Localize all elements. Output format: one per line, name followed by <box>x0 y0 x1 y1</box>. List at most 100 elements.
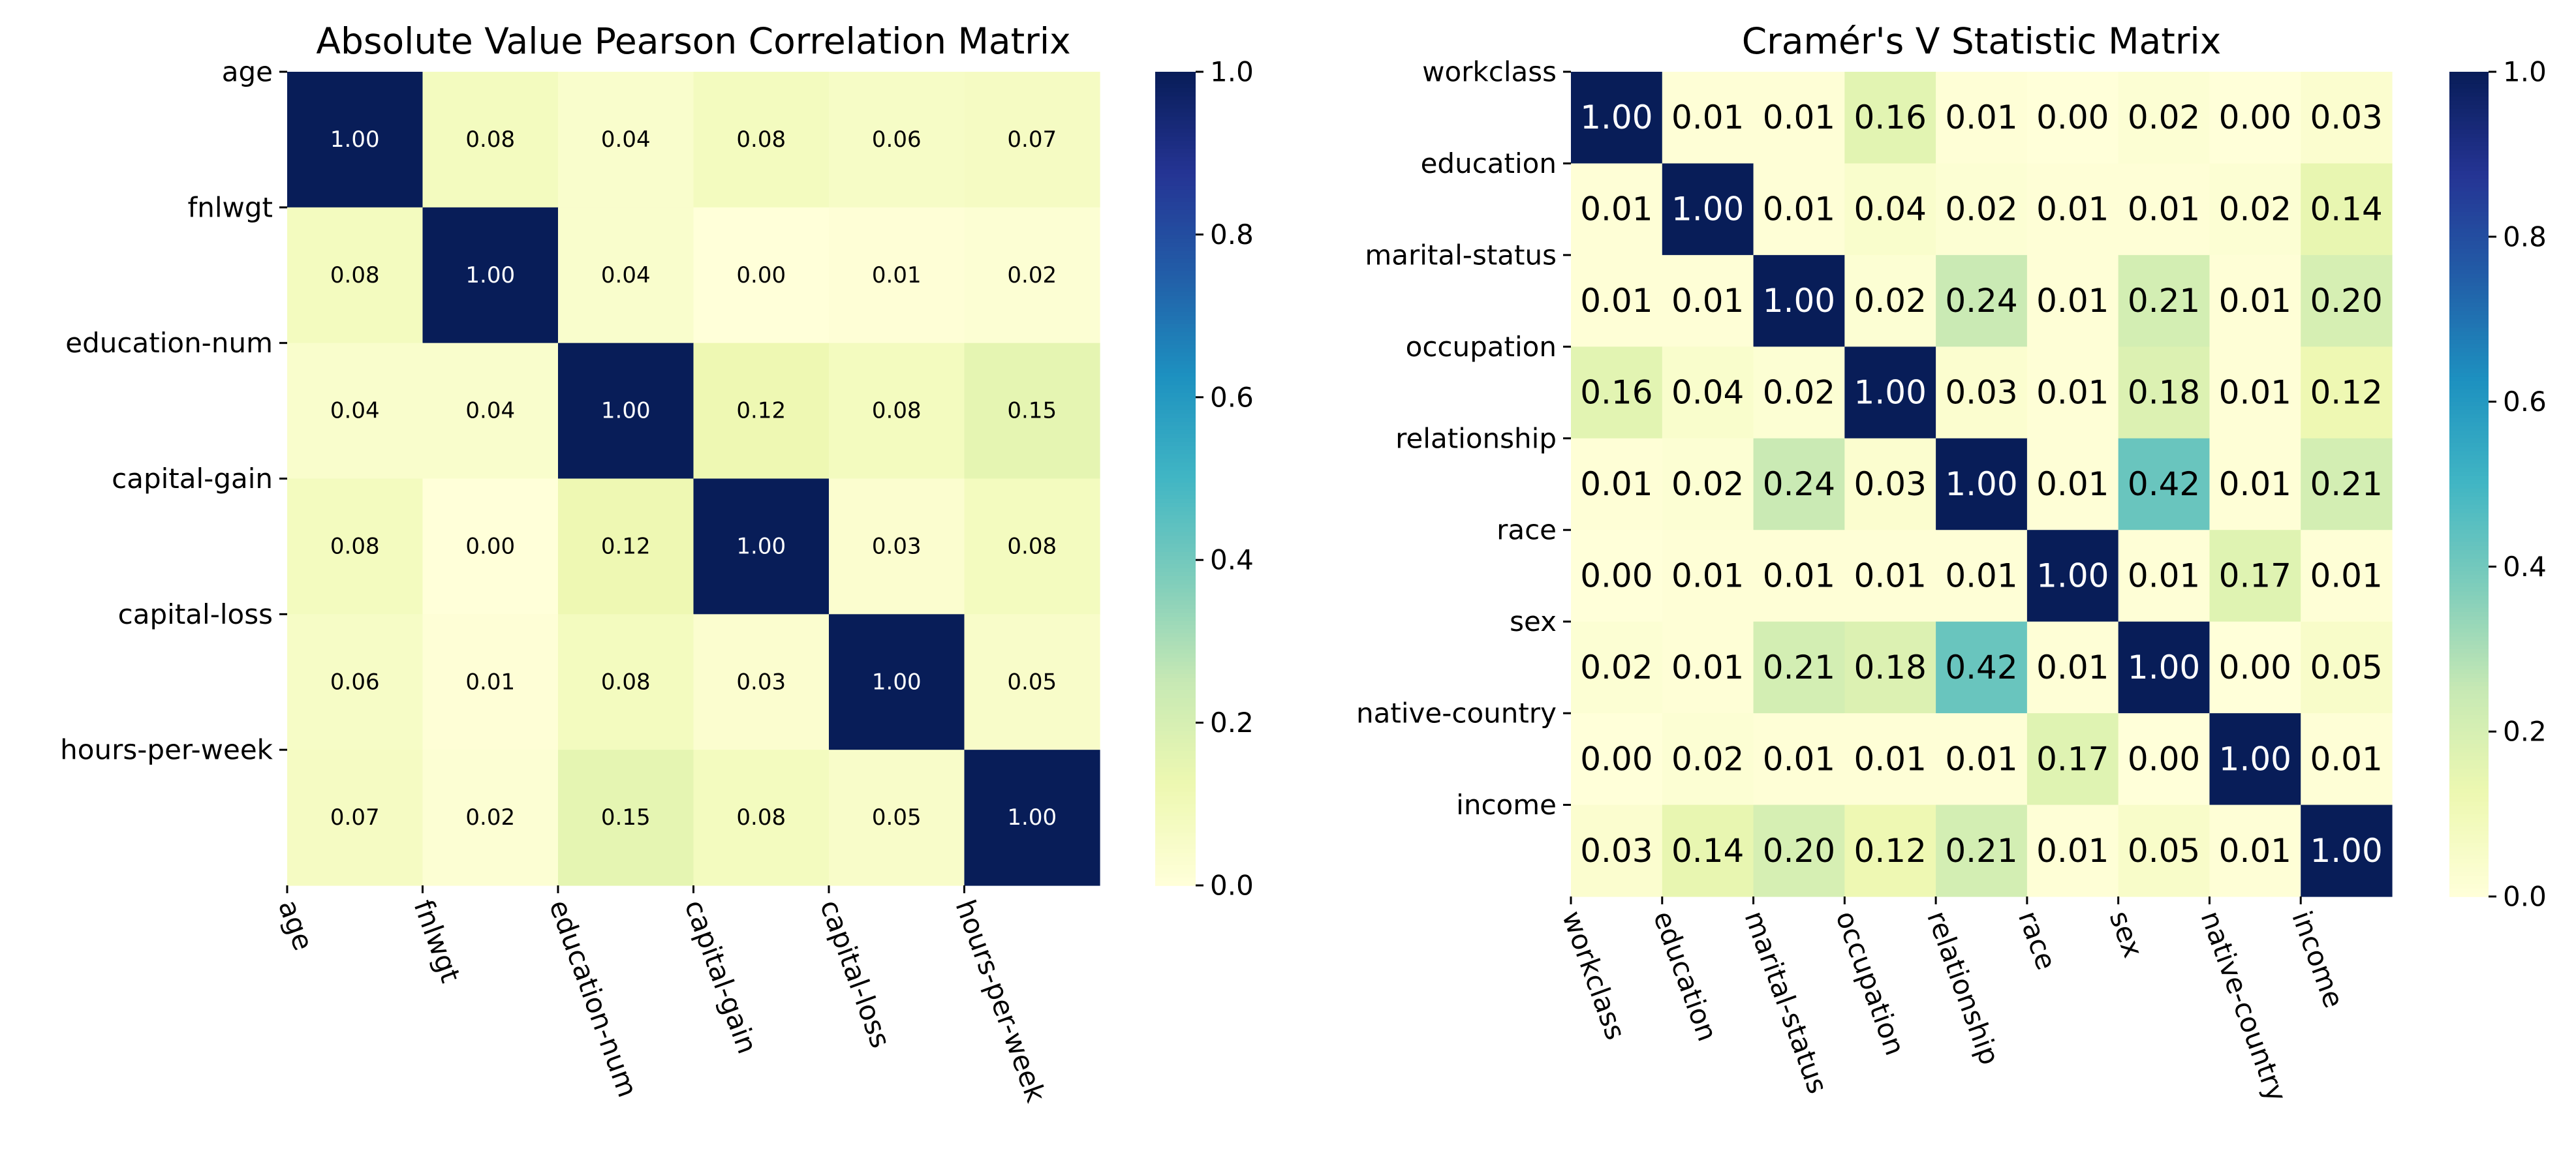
colorbar-segment <box>2449 104 2489 110</box>
cell-annotation-r4-c6: 0.42 <box>2128 465 2200 503</box>
heatmap-cell-r3-c2 <box>558 478 694 615</box>
cell-annotation-r1-c7: 0.02 <box>2219 191 2291 228</box>
colorbar-segment <box>2449 604 2489 609</box>
colorbar-segment <box>2449 492 2489 497</box>
heatmap-cell-r0-c0 <box>287 72 424 208</box>
cell-annotation-r1-c2: 0.01 <box>1763 191 1835 228</box>
cell-annotation-r1-c3: 0.00 <box>736 262 786 288</box>
colorbar-segment <box>1155 690 1196 695</box>
heatmap-cell-r6-c1 <box>1662 621 1754 714</box>
heatmap-cell-r2-c6 <box>2118 254 2211 347</box>
cell-annotation-r5-c8: 0.01 <box>2310 557 2382 594</box>
colorbar-segment <box>2449 294 2489 299</box>
cell-annotation-r5-c7: 0.17 <box>2219 557 2291 594</box>
cell-annotation-r0-c2: 0.04 <box>601 127 651 153</box>
colorbar-segment <box>1155 662 1196 667</box>
y-tick-label: education <box>1421 147 1557 179</box>
colorbar-segment <box>1155 116 1196 121</box>
heatmap-cell-r0-c5 <box>2026 72 2119 164</box>
colorbar-segment <box>1155 848 1196 853</box>
colorbar-segment <box>2449 801 2489 806</box>
chart-title: Absolute Value Pearson Correlation Matri… <box>316 20 1070 62</box>
colorbar-segment <box>1155 87 1196 93</box>
colorbar-segment <box>1155 551 1196 557</box>
colorbar-segment <box>1155 840 1196 846</box>
heatmap-cell-r1-c1 <box>422 207 559 344</box>
colorbar-segment <box>1155 718 1196 724</box>
colorbar-segment <box>2449 678 2489 683</box>
colorbar-segment <box>1155 547 1196 553</box>
cell-annotation-r0-c0: 1.00 <box>1580 99 1653 136</box>
colorbar-segment <box>1155 682 1196 687</box>
colorbar-segment <box>1155 303 1196 309</box>
cell-annotation-r5-c5: 1.00 <box>1007 804 1057 831</box>
heatmap-cell-r6-c4 <box>1936 621 2028 714</box>
cell-annotation-r7-c7: 1.00 <box>2219 740 2291 778</box>
cell-annotation-r0-c4: 0.06 <box>872 127 922 153</box>
colorbar-segment <box>1155 80 1196 85</box>
colorbar-segment <box>2449 789 2489 794</box>
colorbar-segment <box>1155 527 1196 532</box>
colorbar-segment <box>1155 344 1196 349</box>
heatmap-cell-r3-c0 <box>1571 346 1663 439</box>
colorbar-segment <box>1155 462 1196 467</box>
colorbar-segment <box>2449 666 2489 671</box>
colorbar-segment <box>2449 818 2489 823</box>
colorbar-segment <box>2449 199 2489 205</box>
cell-annotation-r0-c1: 0.08 <box>465 127 515 153</box>
colorbar-tick-label: 0.0 <box>2503 881 2547 913</box>
colorbar-segment <box>2449 376 2489 382</box>
colorbar-segment <box>1155 771 1196 776</box>
colorbar-segment <box>2449 851 2489 856</box>
heatmap-cell-r5-c8 <box>2301 530 2393 622</box>
colorbar-segment <box>1155 161 1196 166</box>
colorbar-segment <box>2449 525 2489 530</box>
colorbar-segment <box>2449 616 2489 621</box>
colorbar-segment <box>2449 191 2489 196</box>
cell-annotation-r1-c1: 1.00 <box>1671 191 1744 228</box>
colorbar-segment <box>1155 149 1196 154</box>
cell-annotation-r3-c4: 0.03 <box>872 533 922 559</box>
cell-annotation-r3-c7: 0.01 <box>2219 374 2291 412</box>
colorbar-segment <box>1155 763 1196 768</box>
colorbar-segment <box>1155 226 1196 231</box>
colorbar-segment <box>1155 104 1196 109</box>
cell-annotation-r4-c4: 1.00 <box>872 669 922 695</box>
colorbar-segment <box>1155 385 1196 390</box>
colorbar-segment <box>2449 488 2489 493</box>
colorbar-segment <box>2449 80 2489 85</box>
heatmap-cell-r6-c5 <box>2026 621 2119 714</box>
colorbar-segment <box>1155 454 1196 459</box>
colorbar-segment <box>1155 698 1196 703</box>
colorbar-segment <box>2449 814 2489 819</box>
colorbar-segment <box>1155 72 1196 77</box>
colorbar-segment <box>2449 711 2489 716</box>
colorbar-segment <box>2449 459 2489 465</box>
colorbar-segment <box>1155 173 1196 178</box>
colorbar-segment <box>2449 426 2489 431</box>
colorbar-segment <box>1155 380 1196 386</box>
colorbar-segment <box>1155 722 1196 728</box>
heatmap-cell-r7-c1 <box>1662 713 1754 806</box>
heatmap-cell-r5-c4 <box>1936 530 2028 622</box>
colorbar-segment <box>1155 458 1196 463</box>
cell-annotation-r6-c4: 0.42 <box>1945 649 2017 686</box>
colorbar-segment <box>2449 484 2489 489</box>
cell-annotation-r0-c4: 0.01 <box>1945 99 2017 136</box>
heatmap-cell-r5-c5 <box>964 750 1100 886</box>
colorbar-segment <box>2449 727 2489 732</box>
colorbar-segment <box>2449 500 2489 506</box>
y-tick-label: age <box>222 56 273 88</box>
colorbar-segment <box>2449 249 2489 254</box>
colorbar-segment <box>1155 96 1196 101</box>
colorbar-segment <box>1155 649 1196 654</box>
colorbar-segment <box>2449 880 2489 885</box>
colorbar-segment <box>2449 352 2489 357</box>
cell-annotation-r2-c1: 0.04 <box>465 398 515 424</box>
cell-annotation-r3-c8: 0.12 <box>2310 374 2382 412</box>
colorbar-segment <box>2449 480 2489 485</box>
colorbar-segment <box>2449 125 2489 130</box>
colorbar-segment <box>2449 154 2489 159</box>
colorbar-segment <box>1155 328 1196 333</box>
colorbar-segment <box>2449 319 2489 324</box>
